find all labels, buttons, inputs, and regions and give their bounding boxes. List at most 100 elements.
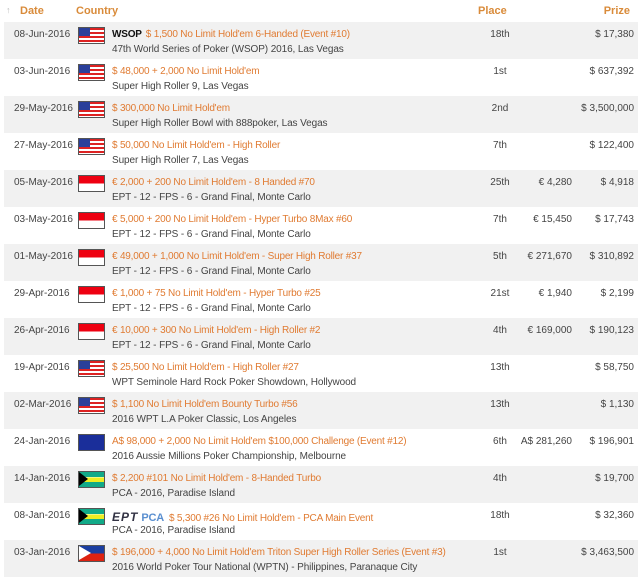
event-link[interactable]: € 5,000 + 200 No Limit Hold'em - Hyper T… [112,214,353,225]
result-date: 24-Jan-2016 [14,436,71,447]
table-row: 29-May-2016 $ 300,000 No Limit Hold'em S… [4,96,638,133]
us-flag-icon [78,64,105,81]
ph-flag-icon [78,545,105,562]
prize: $ 637,392 [589,66,635,77]
series-name: 2016 WPT L.A Poker Classic, Los Angeles [112,414,297,425]
table-row: 24-Jan-2016 A$ 98,000 + 2,000 No Limit H… [4,429,638,466]
event-link[interactable]: € 49,000 + 1,000 No Limit Hold'em - Supe… [112,251,362,262]
result-date: 03-Jan-2016 [14,547,71,558]
prize: $ 310,892 [589,251,635,262]
result-date: 29-May-2016 [14,103,73,114]
prize: $ 1,130 [600,399,634,410]
event-link[interactable]: $ 196,000 + 4,000 No Limit Hold'em Trito… [112,547,446,558]
place: 21st [490,288,510,299]
prize-column-header[interactable]: Prize [603,5,630,17]
result-date: 08-Jan-2016 [14,510,71,521]
series-name: PCA - 2016, Paradise Island [112,525,235,536]
us-flag-icon [78,360,105,377]
table-row: 05-May-2016 € 2,000 + 200 No Limit Hold'… [4,170,638,207]
mc-flag-icon [78,286,105,303]
series-name: 2016 World Poker Tour National (WPTN) - … [112,562,418,573]
mc-flag-icon [78,249,105,266]
event-link[interactable]: $ 5,300 #26 No Limit Hold'em - PCA Main … [168,513,374,524]
event-link[interactable]: € 10,000 + 300 No Limit Hold'em - High R… [112,325,321,336]
place: 1st [493,66,507,77]
series-name: Super High Roller Bowl with 888poker, La… [112,118,328,129]
place: 4th [493,325,507,336]
prize: $ 2,199 [600,288,634,299]
place: 5th [493,251,507,262]
mc-flag-icon [78,212,105,229]
place: 7th [493,214,507,225]
event-link[interactable]: $ 1,500 No Limit Hold'em 6-Handed (Event… [145,29,350,40]
table-row: 01-May-2016 € 49,000 + 1,000 No Limit Ho… [4,244,638,281]
table-row: 29-Apr-2016 € 1,000 + 75 No Limit Hold'e… [4,281,638,318]
local-prize: € 169,000 [527,325,573,336]
result-date: 01-May-2016 [14,251,73,262]
result-date: 05-May-2016 [14,177,73,188]
result-date: 03-May-2016 [14,214,73,225]
local-prize: € 4,280 [538,177,572,188]
us-flag-icon [78,138,105,155]
result-date: 19-Apr-2016 [14,362,70,373]
us-flag-icon [78,27,105,44]
series-name: EPT - 12 - FPS - 6 - Grand Final, Monte … [112,229,311,240]
local-prize: € 15,450 [533,214,572,225]
event-link[interactable]: $ 25,500 No Limit Hold'em - High Roller … [112,362,299,373]
result-date: 02-Mar-2016 [14,399,72,410]
place: 4th [493,473,507,484]
place-column-header[interactable]: Place [478,5,507,17]
table-row: 19-Apr-2016 $ 25,500 No Limit Hold'em - … [4,355,638,392]
event-link[interactable]: $ 1,100 No Limit Hold'em Bounty Turbo #5… [112,399,298,410]
series-name: 2016 Aussie Millions Poker Championship,… [112,451,347,462]
place: 13th [490,399,510,410]
au-flag-icon [78,434,105,451]
event-link[interactable]: $ 300,000 No Limit Hold'em [112,103,230,114]
event-link[interactable]: $ 2,200 #101 No Limit Hold'em - 8-Handed… [112,473,321,484]
result-date: 29-Apr-2016 [14,288,70,299]
result-date: 03-Jun-2016 [14,66,71,77]
table-row: 03-Jun-2016 $ 48,000 + 2,000 No Limit Ho… [4,59,638,96]
local-prize: € 271,670 [527,251,573,262]
event-link[interactable]: € 1,000 + 75 No Limit Hold'em - Hyper Tu… [112,288,321,299]
series-name: EPT - 12 - FPS - 6 - Grand Final, Monte … [112,303,311,314]
prize: $ 190,123 [589,325,635,336]
table-row: 14-Jan-2016 $ 2,200 #101 No Limit Hold'e… [4,466,638,503]
result-date: 08-Jun-2016 [14,29,71,40]
series-name: 47th World Series of Poker (WSOP) 2016, … [112,44,344,55]
series-name: PCA - 2016, Paradise Island [112,488,235,499]
country-column-header[interactable]: Country [76,5,119,17]
sort-icon[interactable]: ↑ [6,5,11,15]
us-flag-icon [78,397,105,414]
ept-logo: EPT [112,510,139,524]
prize: $ 58,750 [595,362,634,373]
place: 2nd [491,103,509,114]
prize: $ 17,743 [595,214,634,225]
place: 18th [490,29,510,40]
table-row: 08-Jun-2016 WSOP $ 1,500 No Limit Hold'em… [4,22,638,59]
result-date: 27-May-2016 [14,140,73,151]
series-name: Super High Roller 9, Las Vegas [112,81,249,92]
bs-flag-icon [78,471,105,488]
place: 13th [490,362,510,373]
date-column-header[interactable]: Date [20,5,44,17]
table-row: 26-Apr-2016 € 10,000 + 300 No Limit Hold… [4,318,638,355]
series-name: EPT - 12 - FPS - 6 - Grand Final, Monte … [112,340,311,351]
event-link[interactable]: A$ 98,000 + 2,000 No Limit Hold'em $100,… [112,436,407,447]
prize: $ 196,901 [589,436,635,447]
event-link[interactable]: € 2,000 + 200 No Limit Hold'em - 8 Hande… [112,177,315,188]
table-row: 08-Jan-2016 EPT PCA $ 5,300 #26 No Limit H… [4,503,638,540]
prize: $ 122,400 [589,140,635,151]
mc-flag-icon [78,323,105,340]
wsop-logo: WSOP [112,29,142,40]
event-link[interactable]: $ 48,000 + 2,000 No Limit Hold'em [112,66,260,77]
us-flag-icon [78,101,105,118]
place: 7th [493,140,507,151]
table-row: 02-Mar-2016 $ 1,100 No Limit Hold'em Bou… [4,392,638,429]
event-link[interactable]: $ 50,000 No Limit Hold'em - High Roller [112,140,281,151]
local-prize: A$ 281,260 [520,436,572,447]
result-date: 14-Jan-2016 [14,473,71,484]
pca-logo: PCA [141,512,164,524]
results-table: 08-Jun-2016 WSOP $ 1,500 No Limit Hold'em… [0,22,638,577]
table-row: 03-May-2016 € 5,000 + 200 No Limit Hold'… [4,207,638,244]
